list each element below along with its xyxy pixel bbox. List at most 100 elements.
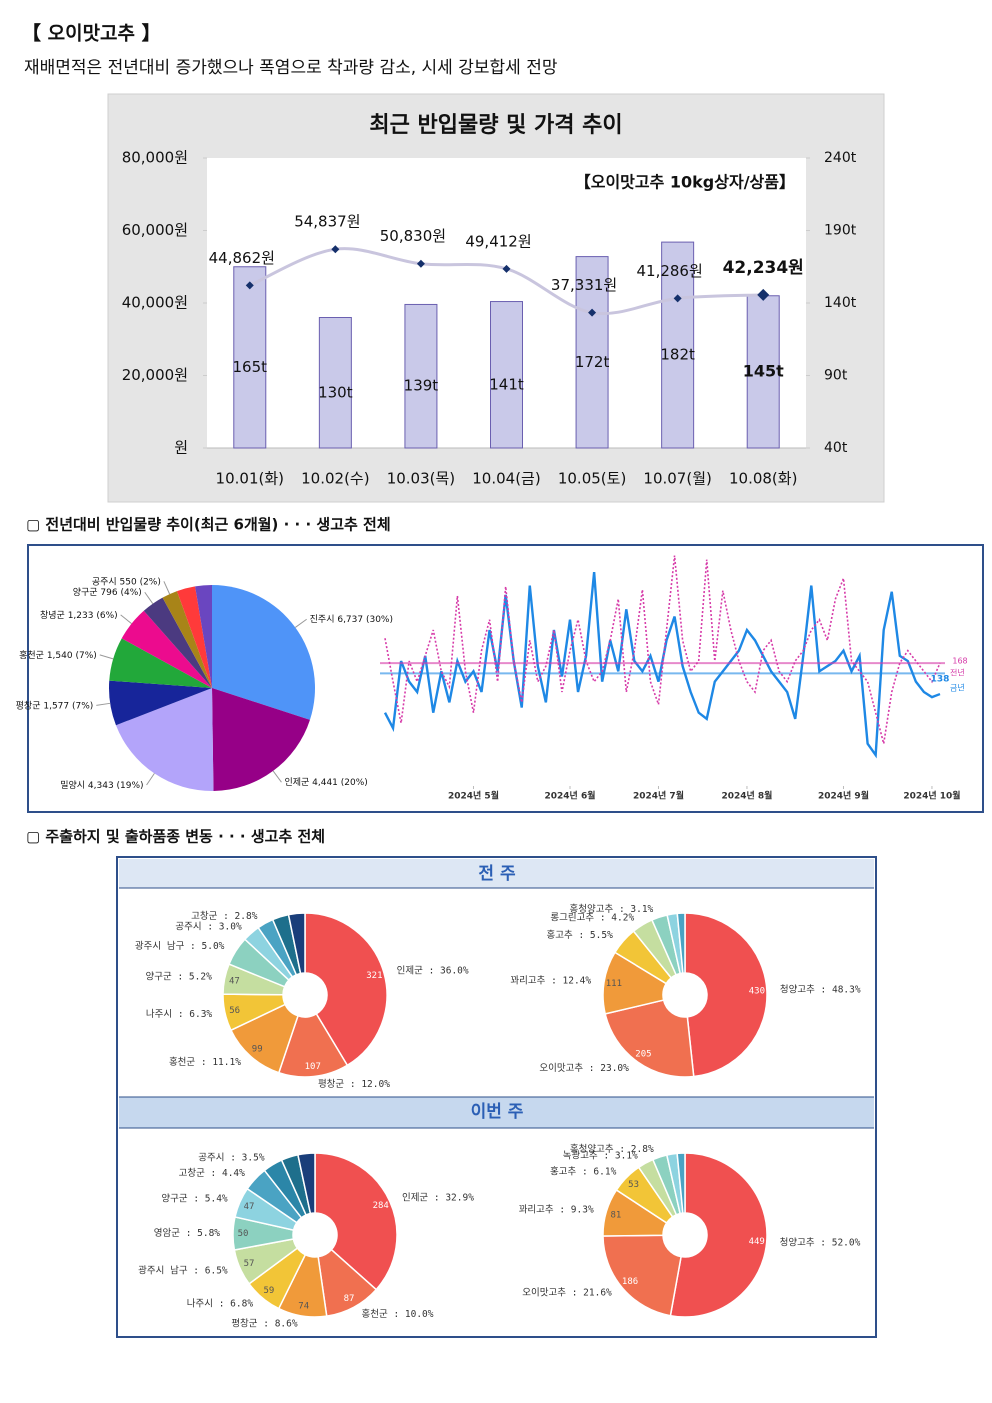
bar xyxy=(575,256,609,449)
y-tick-label: 40,000원 xyxy=(122,294,188,312)
legend-label: 전년 xyxy=(950,668,965,678)
donut-slice xyxy=(676,912,686,974)
panel-header xyxy=(119,859,874,888)
y-tick-label: 20,000원 xyxy=(122,366,188,384)
pie-label: 공주시 550 (2%) xyxy=(92,576,161,587)
pie-slice xyxy=(109,638,212,688)
slice-value: 53 xyxy=(628,1180,639,1190)
pie-label-name: 진주시 xyxy=(310,614,335,625)
slice-value: 74 xyxy=(298,1302,309,1312)
bar-label: 165t xyxy=(233,358,268,376)
slice-value: 47 xyxy=(229,976,240,986)
bar xyxy=(661,241,695,449)
pie-slice xyxy=(109,680,212,726)
y-tick-label: 원 xyxy=(174,439,188,457)
slice-value: 205 xyxy=(635,1049,651,1059)
price-marker xyxy=(673,294,682,303)
price-label: 50,830원 xyxy=(380,227,446,245)
price-marker xyxy=(331,245,340,254)
slice-label: 홍천군 : 11.1% xyxy=(169,1056,241,1068)
bar-label: 182t xyxy=(660,346,695,364)
section-title: ▢ 주출하지 및 출하품종 변동 · · · 생고추 전체 xyxy=(26,828,325,846)
leader-line xyxy=(99,654,114,660)
page-title: 【 오이맛고추 】 xyxy=(22,22,161,45)
slice-value: 56 xyxy=(229,1006,240,1016)
pie-label-value: 1,233 (6%) xyxy=(65,610,118,620)
series-line xyxy=(384,555,941,744)
slice-label: 롱그린고추 : 4.2% xyxy=(550,913,634,924)
y2-tick-label: 240t xyxy=(824,150,857,166)
slice-value: 59 xyxy=(263,1286,274,1296)
x-tick-label: 2024년 9월 xyxy=(818,790,869,802)
pie-label-name: 양구군 xyxy=(73,587,98,598)
pie-label: 양구군 796 (4%) xyxy=(73,587,142,598)
bar xyxy=(490,301,523,449)
pie-label-name: 인제군 xyxy=(284,777,309,788)
price-label: 42,234원 xyxy=(723,258,804,278)
pie-label: 밀양시 4,343 (19%) xyxy=(60,778,143,790)
leader-line xyxy=(120,614,132,625)
slice-label: 녹광고추 : 3.1% xyxy=(563,1150,638,1162)
y-tick-label: 80,000원 xyxy=(122,149,188,167)
price-label: 44,862원 xyxy=(209,249,275,267)
price-marker xyxy=(588,308,597,317)
chart-title: 최근 반입물량 및 가격 추이 xyxy=(369,113,622,138)
slice-label: 청양고추 : 48.3% xyxy=(780,985,861,996)
slice-value: 81 xyxy=(610,1210,621,1220)
donut-slice xyxy=(314,1152,398,1291)
x-tick-label: 10.01(화) xyxy=(216,470,284,488)
pie-label-value: 1,577 (7%) xyxy=(41,701,94,711)
price-marker xyxy=(757,288,770,301)
panel-title: 전 주 xyxy=(478,864,516,884)
slice-label: 광주시 남구 : 6.5% xyxy=(138,1264,228,1276)
slice-label: 인제군 : 36.0% xyxy=(397,965,469,976)
slice-label: 양구군 : 5.4% xyxy=(161,1194,228,1205)
slice-label: 인제군 : 32.9% xyxy=(402,1193,474,1204)
pie-label-name: 평창군 xyxy=(16,700,41,711)
slice-value: 284 xyxy=(373,1201,389,1211)
pie-slice xyxy=(176,586,212,688)
slice-value: 449 xyxy=(749,1237,765,1247)
slice-value: 111 xyxy=(606,979,622,989)
x-tick-label: 10.07(월) xyxy=(643,470,711,488)
y-tick-label: 60,000원 xyxy=(122,221,188,239)
slice-value: 107 xyxy=(305,1062,321,1072)
leader-line xyxy=(96,702,111,706)
pie-label-name: 창녕군 xyxy=(40,609,65,620)
pie-label: 진주시 6,737 (30%) xyxy=(310,614,393,625)
leader-line xyxy=(163,581,171,595)
bar xyxy=(404,303,438,449)
price-label: 41,286원 xyxy=(636,262,702,280)
pie-label: 평창군 1,577 (7%) xyxy=(16,700,94,711)
average-label: 168 xyxy=(952,657,967,666)
leader-line xyxy=(272,770,282,783)
slice-label: 오이맛고추 : 23.0% xyxy=(539,1063,629,1074)
pie-slice xyxy=(212,688,310,791)
price-marker xyxy=(502,264,511,273)
slice-label: 꽈리고추 : 9.3% xyxy=(519,1204,594,1215)
leader-line xyxy=(146,773,155,786)
slice-label: 홍천군 : 10.0% xyxy=(362,1308,434,1320)
x-tick-label: 2024년 8월 xyxy=(721,790,772,802)
price-marker xyxy=(416,259,425,268)
slice-label: 나주시 : 6.3% xyxy=(146,1009,213,1020)
donut-slice xyxy=(287,912,306,975)
bar-label: 139t xyxy=(404,377,439,395)
slice-value: 321 xyxy=(366,971,382,981)
x-tick-label: 10.08(화) xyxy=(729,470,797,488)
x-tick-label: 10.03(목) xyxy=(387,470,455,488)
slice-value: 186 xyxy=(622,1277,638,1287)
slice-label: 영암군 : 5.8% xyxy=(154,1227,221,1239)
pie-slice xyxy=(195,585,212,688)
price-label: 49,412원 xyxy=(465,232,531,250)
page-subtitle: 재배면적은 전년대비 증가했으나 폭염으로 착과량 감소, 시세 강보합세 전망 xyxy=(24,58,558,78)
slice-value: 57 xyxy=(244,1259,255,1269)
bar-label: 130t xyxy=(318,383,353,401)
pie-slice xyxy=(162,591,212,688)
slice-label: 오이맛고추 : 21.6% xyxy=(522,1288,612,1299)
pie-slice xyxy=(121,610,212,688)
bar xyxy=(233,266,267,449)
slice-label: 광주시 남구 : 5.0% xyxy=(135,940,225,952)
section-title: ▢ 전년대비 반입물량 추이(최근 6개월) · · · 생고추 전체 xyxy=(26,516,391,534)
donut-slice xyxy=(684,912,768,1078)
